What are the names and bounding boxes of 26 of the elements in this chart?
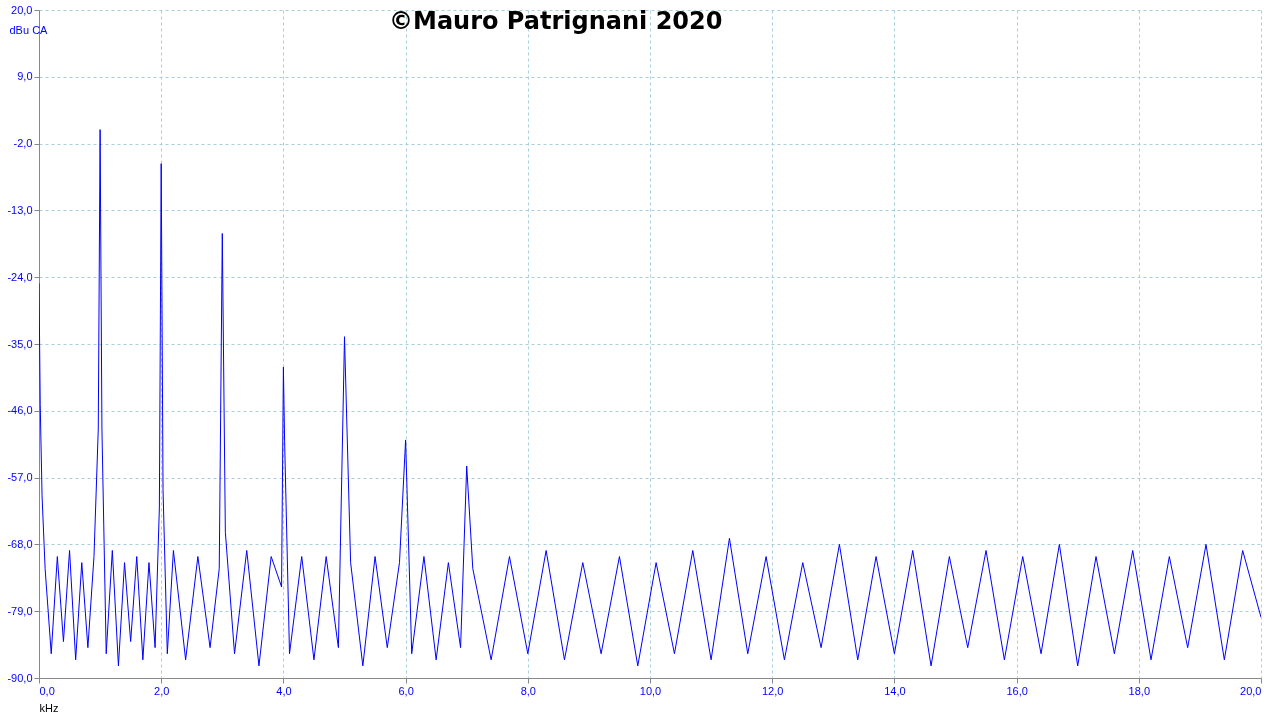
annotation: ©Mauro Patrignani 2020 <box>389 7 723 35</box>
y-tick-label: -79,0 <box>7 604 33 617</box>
y-tick-label: -90,0 <box>7 671 33 684</box>
y-tick-label: -68,0 <box>7 537 33 550</box>
x-tick-label: 8,0 <box>520 684 536 697</box>
y-tick-label: -13,0 <box>7 203 33 216</box>
x-tick-label: 14,0 <box>884 684 906 697</box>
x-tick-label: 6,0 <box>398 684 414 697</box>
x-tick-label: 10,0 <box>639 684 662 697</box>
y-tick-label: -46,0 <box>7 404 33 417</box>
line-series <box>39 129 1261 667</box>
x-tick-label: 0,0 <box>39 684 55 697</box>
x-tick-label: 4,0 <box>276 684 292 697</box>
y-tick-label: 20,0 <box>11 3 33 16</box>
x-tick-label: 16,0 <box>1006 684 1028 697</box>
x-tick-label: 12,0 <box>761 684 784 697</box>
y-tick-label: -2,0 <box>13 137 33 150</box>
y-tick-label: -24,0 <box>7 270 33 283</box>
y-tick-label: 9,0 <box>17 70 33 83</box>
x-tick-label: 2,0 <box>154 684 170 697</box>
x-axis-title: kHz <box>39 701 59 714</box>
y-axis-title: dBu CA <box>9 23 49 36</box>
y-tick-label: -35,0 <box>7 337 33 350</box>
y-tick-label: -57,0 <box>7 471 33 484</box>
x-tick-label: 18,0 <box>1128 684 1151 697</box>
x-tick-label: 20,0 <box>1240 684 1262 697</box>
